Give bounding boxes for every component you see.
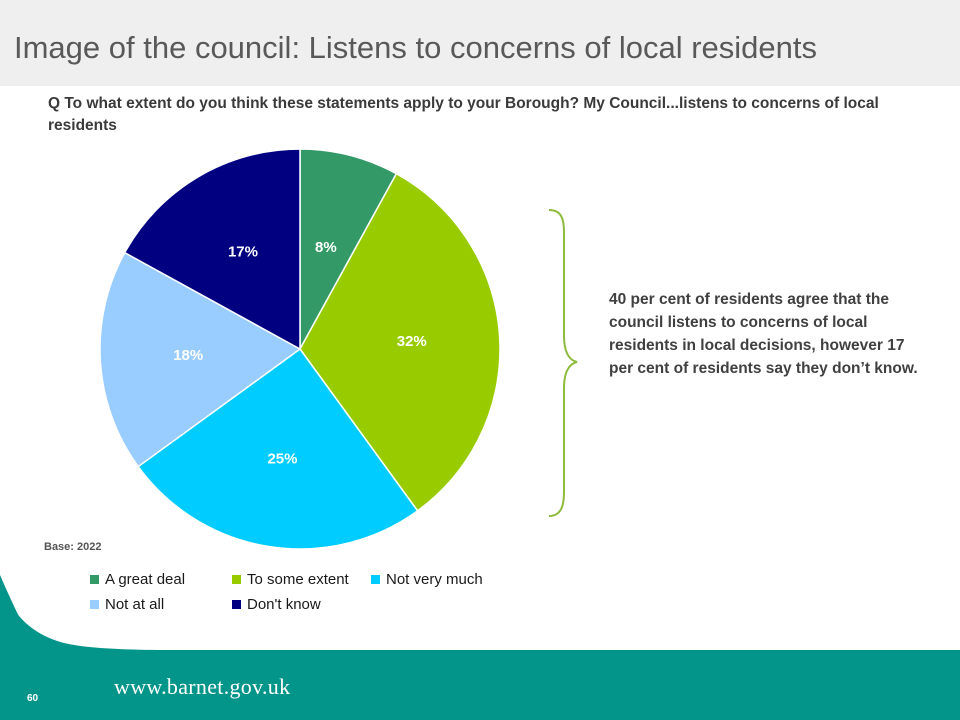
annotation-text: 40 per cent of residents agree that the … [609,291,918,377]
legend-swatch [232,574,241,584]
slide-title: Image of the council: Listens to concern… [14,30,817,65]
curly-brace [548,209,578,517]
footer-url[interactable]: www.barnet.gov.uk [114,674,291,699]
data-label-to-some-extent: 32% [397,333,427,350]
data-label-not-very-much: 25% [267,451,297,468]
legend-item-a-great-deal: A great deal [90,569,232,589]
legend-label: Don't know [247,595,321,613]
legend-item-to-some-extent: To some extent [232,569,371,589]
title-band [0,0,960,86]
legend-swatch [371,574,380,584]
legend-item-not-at-all: Not at all [90,594,232,614]
legend-label: To some extent [247,570,349,588]
data-label-don-t-know: 17% [228,244,258,261]
legend-swatch [232,599,241,609]
pie-labels: 8% 32% 25% 18% 17% [173,239,427,467]
page-number: 60 [27,693,39,704]
pie-slice-not-at-all [99,251,302,468]
legend-swatch [90,599,99,609]
pie-slice-don-t-know [123,148,301,351]
data-label-not-at-all: 18% [173,347,203,364]
legend-label: Not very much [386,570,483,588]
pie-slices [99,148,501,550]
legend-swatch [90,574,99,584]
data-label-a-great-deal: 8% [315,239,337,256]
legend-label: Not at all [105,595,165,613]
pie-slice-not-very-much [137,347,419,550]
pie-slice-to-some-extent [299,172,501,512]
base-note: Base: 2022 [44,541,102,553]
chart-legend: A great deal To some extent Not very much N… [90,569,510,614]
legend-item-don-t-know: Don't know [232,594,371,614]
legend-label: A great deal [105,570,186,588]
survey-question: Q To what extent do you think these stat… [48,95,879,134]
pie-slice-a-great-deal [299,148,398,350]
legend-item-not-very-much: Not very much [371,569,510,589]
